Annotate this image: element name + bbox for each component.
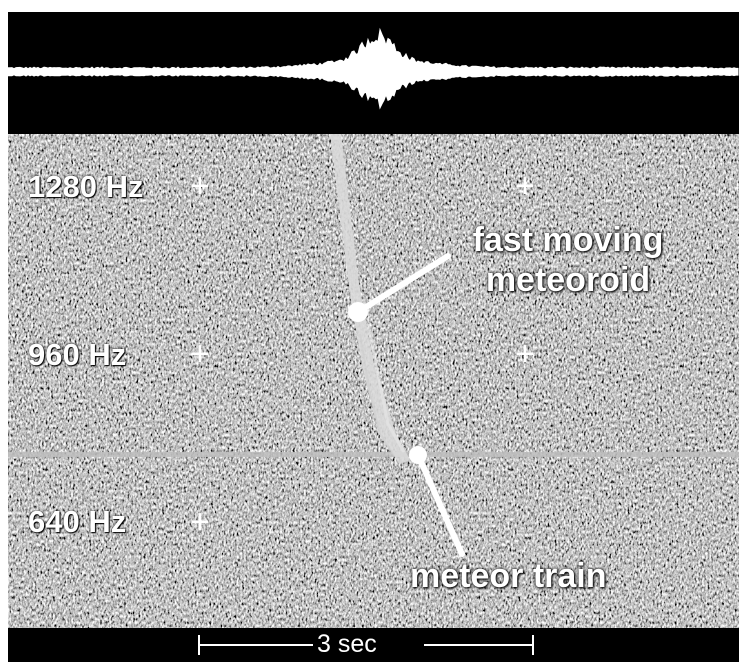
- frequency-label-640: 640 Hz: [28, 504, 127, 539]
- meteoroid-annotation-line1: fast moving: [472, 221, 664, 259]
- waveform-trace: [7, 27, 739, 110]
- audio-waveform-panel: [7, 12, 739, 134]
- train-pointer: [415, 452, 465, 557]
- meteoroid-streak: [330, 134, 410, 464]
- meteoroid-annotation-line2: meteoroid: [485, 261, 651, 299]
- crosshair-marker: +: [190, 503, 210, 541]
- crosshair-marker: +: [515, 335, 535, 373]
- meteoroid-annotation: fast moving meteoroid: [438, 220, 698, 300]
- meteoroid-pointer-dot: [348, 302, 368, 322]
- spectrogram-noise: [8, 134, 739, 628]
- carrier-line: [8, 452, 739, 457]
- crosshair-marker: +: [190, 167, 210, 205]
- train-pointer-dot: [409, 446, 427, 464]
- time-scale-bar: 3 sec: [8, 628, 739, 662]
- frequency-label-960: 960 Hz: [28, 337, 127, 372]
- audio-waveform: [7, 27, 739, 110]
- meteoroid-pointer: [355, 253, 451, 315]
- time-scale-label: 3 sec: [317, 630, 377, 658]
- time-scale-ruler: [198, 635, 534, 655]
- meteor-echo-display: 1280 Hz 960 Hz 640 Hz + + + + + fast mov…: [7, 12, 739, 662]
- frequency-label-1280: 1280 Hz: [28, 169, 144, 204]
- spectrogram-panel: 1280 Hz 960 Hz 640 Hz + + + + + fast mov…: [8, 134, 739, 628]
- crosshair-marker: +: [515, 167, 535, 205]
- crosshair-marker: +: [190, 335, 210, 373]
- meteor-train-annotation: meteor train: [410, 557, 607, 595]
